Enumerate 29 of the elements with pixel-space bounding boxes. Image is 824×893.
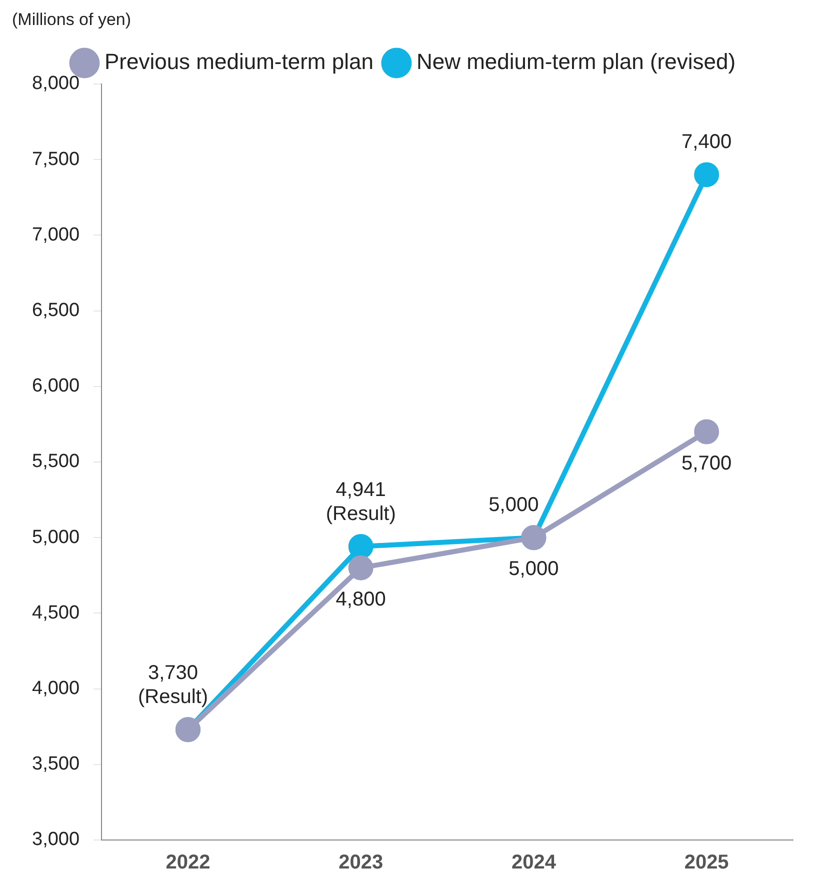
y-tick-label: 4,500 — [32, 602, 80, 624]
y-tick-label: 7,500 — [32, 148, 80, 170]
point — [348, 555, 374, 580]
y-tick-label: 5,500 — [32, 451, 80, 472]
data-label: 5,000 — [488, 494, 539, 516]
data-label: 3,730 (Result) — [138, 662, 208, 708]
data-label: 7,400 — [682, 131, 732, 154]
legend-label: Previous medium-term plan — [104, 49, 374, 74]
y-tick-label: 6,500 — [32, 300, 80, 322]
y-tick-label: 7,000 — [32, 224, 80, 246]
y-tick-label: 3,000 — [32, 829, 80, 850]
x-tick-label: 2025 — [684, 852, 729, 874]
y-tick-label: 3,500 — [32, 754, 80, 775]
data-label: 4,941 (Result) — [326, 479, 396, 526]
y-tick-label: 4,000 — [32, 678, 80, 700]
x-tick-label: 2022 — [166, 852, 210, 874]
data-label: 4,800 — [336, 588, 386, 610]
y-tick-label: 8,000 — [32, 73, 80, 94]
y-tick-label: 6,000 — [32, 376, 80, 397]
data-label: 5,000 — [508, 558, 559, 580]
data-label: 5,700 — [682, 452, 732, 474]
legend-label: New medium-term plan (revised) — [416, 49, 736, 74]
y-axis-title: (Millions of yen) — [12, 10, 132, 30]
x-tick-label: 2024 — [511, 852, 557, 874]
point — [694, 162, 720, 188]
point — [694, 419, 720, 444]
y-tick-label: 5,000 — [32, 526, 80, 548]
x-tick-label: 2023 — [338, 852, 384, 874]
point — [348, 534, 374, 560]
